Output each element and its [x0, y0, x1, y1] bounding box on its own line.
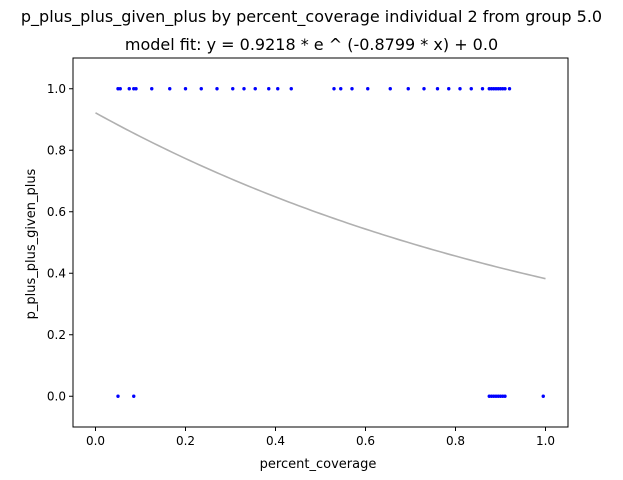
data-point [199, 87, 203, 91]
x-tick-label: 0.2 [176, 434, 195, 448]
data-point [116, 394, 120, 398]
scatter-points-layer [116, 87, 545, 398]
data-point [422, 87, 426, 91]
x-tick-label: 0.6 [356, 434, 375, 448]
data-point [289, 87, 293, 91]
data-point [447, 87, 451, 91]
y-axis-ticks: 0.0 0.2 0.4 0.6 0.8 1.0 [47, 82, 73, 403]
chart-subtitle: model fit: y = 0.9218 * e ^ (-0.8799 * x… [124, 35, 499, 54]
data-point [253, 87, 257, 91]
data-point [127, 87, 131, 91]
x-tick-label: 0.4 [266, 434, 285, 448]
data-point [332, 87, 336, 91]
x-tick-label: 0.0 [86, 434, 105, 448]
plot-frame [72, 57, 569, 428]
x-tick-label: 1.0 [536, 434, 555, 448]
data-point [388, 87, 392, 91]
data-point [168, 87, 172, 91]
data-point [406, 87, 410, 91]
y-axis-label: p_plus_plus_given_plus [24, 168, 39, 319]
data-point [267, 87, 271, 91]
data-point [480, 87, 485, 91]
x-axis-ticks: 0.0 0.2 0.4 0.6 0.8 1.0 [86, 427, 555, 448]
data-point [132, 394, 136, 398]
y-tick-label: 0.2 [47, 328, 66, 342]
data-point [215, 87, 219, 91]
data-point [507, 87, 512, 91]
fit-curve [95, 112, 546, 280]
data-point [350, 87, 354, 91]
data-point [118, 87, 122, 91]
data-point [435, 87, 440, 91]
y-tick-label: 0.4 [47, 266, 66, 280]
chart-title: p_plus_plus_given_plus by percent_covera… [20, 7, 603, 26]
data-point [541, 394, 545, 398]
y-tick-label: 0.8 [47, 143, 66, 157]
data-point [276, 87, 280, 91]
data-point [150, 87, 154, 91]
data-point [339, 87, 343, 91]
data-point [231, 87, 235, 91]
fit-curve-layer [95, 112, 546, 280]
data-point [366, 87, 370, 91]
data-point [242, 87, 246, 91]
data-point [503, 87, 507, 91]
y-tick-label: 1.0 [47, 82, 66, 96]
data-point [503, 394, 507, 398]
data-point [183, 87, 188, 91]
data-point [134, 87, 138, 91]
y-tick-label: 0.0 [47, 389, 66, 403]
x-tick-label: 0.8 [446, 434, 465, 448]
data-point [469, 87, 473, 91]
y-tick-label: 0.6 [47, 205, 66, 219]
data-point [458, 87, 462, 91]
x-axis-label: percent_coverage [260, 457, 377, 472]
